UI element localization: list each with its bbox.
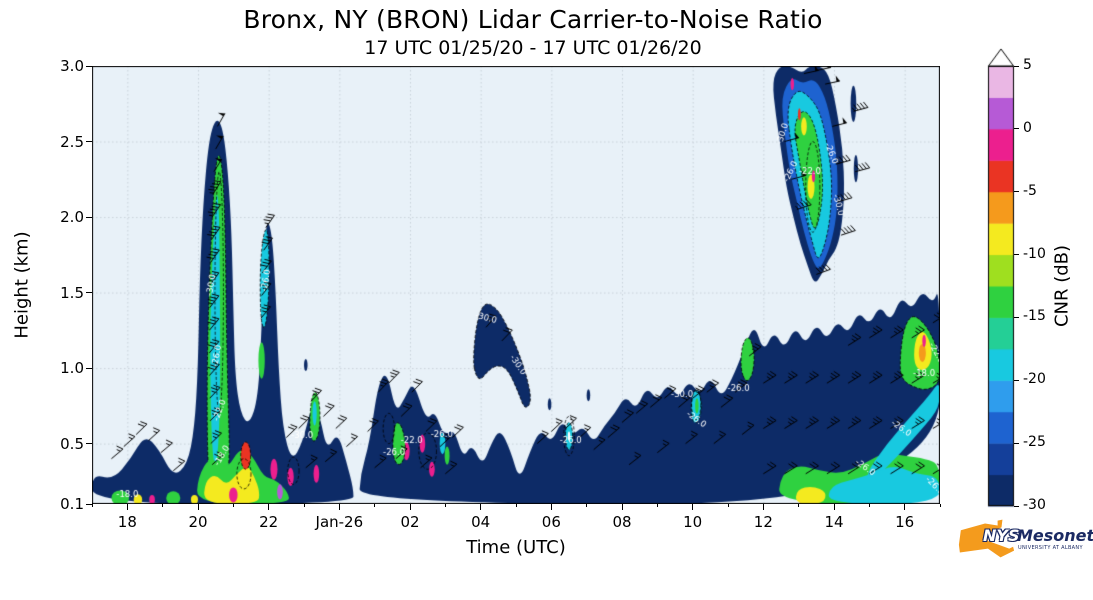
colorbar-tick-label: 0 (1023, 119, 1032, 136)
x-tick-mark (126, 504, 128, 510)
colorbar-tick-label: -5 (1023, 182, 1037, 199)
x-tick-mark (409, 504, 411, 510)
y-tick-mark (86, 292, 92, 294)
x-minor-tick-mark (868, 504, 870, 507)
y-tick-label: 1.5 (60, 283, 84, 302)
colorbar-label: CNR (dB) (1051, 244, 1073, 328)
colorbar-tick-label: -10 (1023, 245, 1046, 262)
colorbar-tick-mark (1014, 379, 1019, 381)
colorbar-tick-label: -20 (1023, 371, 1046, 388)
x-minor-tick-mark (515, 504, 517, 507)
x-minor-tick-mark (586, 504, 588, 507)
y-tick-mark (86, 216, 92, 218)
colorbar (986, 48, 1016, 508)
x-tick-mark (833, 504, 835, 510)
x-tick-mark (197, 504, 199, 510)
x-tick-mark (338, 504, 340, 510)
x-minor-tick-mark (232, 504, 234, 507)
colorbar-tick-mark (1014, 191, 1019, 193)
x-tick-label: 22 (259, 513, 279, 531)
x-tick-label: 14 (824, 513, 844, 531)
x-tick-label: 06 (541, 513, 561, 531)
y-axis-label: Height (km) (11, 231, 33, 339)
x-tick-label: 16 (895, 513, 915, 531)
logo-tagline: UNIVERSITY AT ALBANY (1018, 545, 1083, 551)
x-tick-label: 10 (683, 513, 703, 531)
x-tick-label: Jan-26 (315, 513, 364, 531)
x-tick-mark (550, 504, 552, 510)
y-tick-label: 0.5 (60, 434, 84, 453)
colorbar-tick-mark (1014, 505, 1019, 507)
colorbar-tick-label: -15 (1023, 308, 1046, 325)
nys-mesonet-logo: NYS Mesonet UNIVERSITY AT ALBANY (956, 514, 1093, 586)
x-tick-label: 18 (117, 513, 137, 531)
x-minor-tick-mark (939, 504, 941, 507)
colorbar-tick-label: -25 (1023, 434, 1046, 451)
x-tick-label: 20 (188, 513, 208, 531)
x-tick-mark (268, 504, 270, 510)
logo-nys-text: NYS (983, 526, 1020, 545)
x-axis-label: Time (UTC) (466, 537, 566, 558)
x-tick-mark (904, 504, 906, 510)
x-tick-mark (692, 504, 694, 510)
chart-subtitle: 17 UTC 01/25/20 - 17 UTC 01/26/20 (364, 37, 702, 59)
y-tick-mark (86, 443, 92, 445)
y-tick-label: 1.0 (60, 359, 84, 378)
colorbar-tick-label: -30 (1023, 497, 1046, 513)
y-tick-label: 2.5 (60, 132, 84, 151)
y-tick-label: 0.1 (60, 495, 84, 513)
x-minor-tick-mark (374, 504, 376, 507)
x-tick-label: 12 (753, 513, 773, 531)
colorbar-tick-mark (1014, 65, 1019, 67)
y-tick-mark (86, 367, 92, 369)
plot-area (92, 66, 940, 504)
colorbar-tick-mark (1014, 128, 1019, 130)
colorbar-tick-mark (1014, 316, 1019, 318)
colorbar-tick-mark (1014, 254, 1019, 256)
ny-state-icon (958, 519, 1015, 558)
x-tick-label: 08 (612, 513, 632, 531)
cnr-field-canvas (92, 66, 940, 504)
x-tick-label: 04 (471, 513, 491, 531)
y-tick-mark (86, 141, 92, 143)
y-tick-mark (86, 503, 92, 505)
x-minor-tick-mark (727, 504, 729, 507)
x-tick-label: 02 (400, 513, 420, 531)
x-minor-tick-mark (303, 504, 305, 507)
colorbar-tick-mark (1014, 442, 1019, 444)
x-tick-mark (480, 504, 482, 510)
y-tick-mark (86, 65, 92, 67)
x-tick-mark (762, 504, 764, 510)
x-minor-tick-mark (444, 504, 446, 507)
x-tick-mark (621, 504, 623, 510)
y-tick-label: 2.0 (60, 208, 84, 227)
x-minor-tick-mark (656, 504, 658, 507)
x-minor-tick-mark (162, 504, 164, 507)
x-minor-tick-mark (91, 504, 93, 507)
chart-title: Bronx, NY (BRON) Lidar Carrier-to-Noise … (243, 5, 823, 34)
colorbar-tick-label: 5 (1023, 57, 1032, 73)
logo-mesonet-text: Mesonet (1017, 526, 1093, 545)
y-tick-label: 3.0 (60, 57, 84, 75)
x-minor-tick-mark (798, 504, 800, 507)
